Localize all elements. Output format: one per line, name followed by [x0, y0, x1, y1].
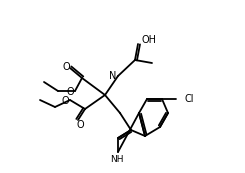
Text: N: N	[109, 71, 117, 81]
Text: O: O	[61, 96, 69, 106]
Text: OH: OH	[141, 35, 156, 45]
Text: NH: NH	[110, 154, 124, 163]
Text: O: O	[62, 62, 70, 72]
Text: O: O	[76, 120, 84, 130]
Text: O: O	[66, 87, 74, 97]
Text: Cl: Cl	[184, 94, 194, 104]
